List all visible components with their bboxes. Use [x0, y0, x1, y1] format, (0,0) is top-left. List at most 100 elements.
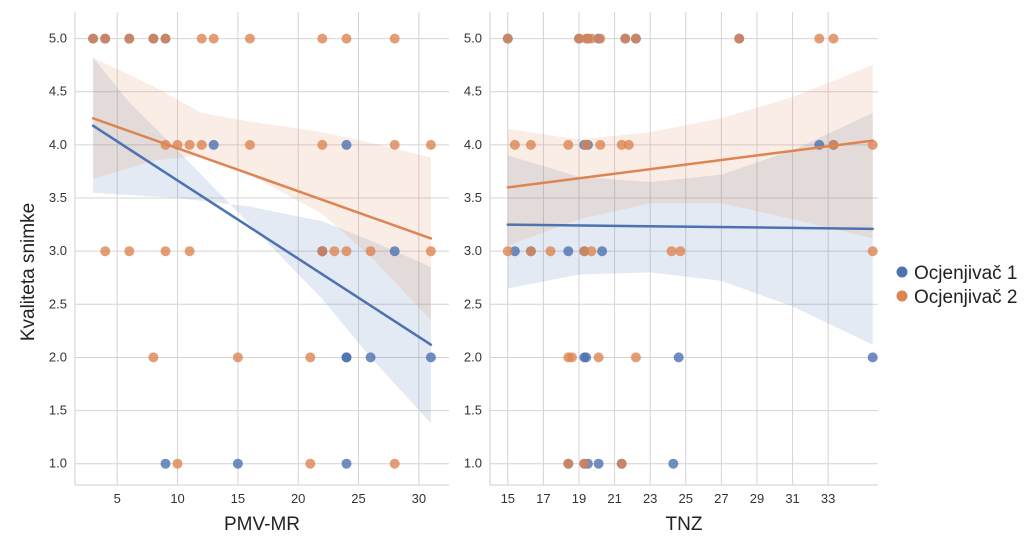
data-point	[365, 352, 376, 363]
data-point	[581, 139, 592, 150]
data-point	[305, 458, 316, 469]
x-tick-label: 23	[643, 491, 657, 506]
data-point	[425, 139, 436, 150]
data-point	[509, 246, 520, 257]
x-tick-label: 25	[351, 491, 365, 506]
data-point	[867, 246, 878, 257]
data-point	[196, 139, 207, 150]
data-point	[675, 246, 686, 257]
data-point	[100, 246, 111, 257]
data-point	[160, 246, 171, 257]
data-point	[595, 139, 606, 150]
data-point	[329, 246, 340, 257]
data-point	[525, 139, 536, 150]
regression-line-2	[91, 117, 433, 240]
data-point	[630, 33, 641, 44]
data-point	[734, 33, 745, 44]
data-point	[208, 139, 219, 150]
data-point	[563, 246, 574, 257]
y-tick-label: 3.5	[49, 190, 67, 205]
data-point	[341, 33, 352, 44]
series-points-2	[502, 33, 878, 469]
data-point	[566, 352, 577, 363]
x-tick-label: 21	[607, 491, 621, 506]
data-point	[828, 33, 839, 44]
data-point	[574, 33, 584, 44]
x-tick-label: 29	[750, 491, 764, 506]
x-tick-label: 33	[821, 491, 835, 506]
data-point	[668, 458, 679, 469]
data-point	[597, 246, 608, 257]
data-point	[579, 246, 590, 257]
grid-lines	[75, 12, 449, 485]
y-tick-label: 4.0	[464, 137, 482, 152]
data-point	[232, 458, 243, 469]
data-point	[124, 33, 135, 44]
y-tick-label: 1.0	[464, 456, 482, 471]
data-point	[196, 33, 207, 44]
data-point	[100, 33, 111, 44]
x-tick-label: 10	[170, 491, 184, 506]
regression-line-1	[506, 223, 874, 231]
data-point	[389, 246, 400, 257]
legend-label-ocjenjivac-1: Ocjenjivač 1	[914, 263, 1018, 284]
x-tick-label: 31	[785, 491, 799, 506]
x-tick-label: 20	[291, 491, 305, 506]
data-point	[525, 246, 536, 257]
data-point	[389, 33, 400, 44]
y-tick-label: 1.0	[49, 456, 67, 471]
data-point	[184, 246, 195, 257]
y-tick-label: 3.0	[49, 243, 67, 258]
confidence-band-2	[507, 65, 873, 246]
confidence-band-1	[507, 113, 873, 345]
x-tick-label: 27	[714, 491, 728, 506]
data-point	[160, 33, 171, 44]
data-point	[208, 33, 219, 44]
x-tick-label: 25	[679, 491, 693, 506]
data-point	[620, 33, 631, 44]
x-tick-label: 5	[114, 491, 121, 506]
legend-label-ocjenjivac-2: Ocjenjivač 2	[914, 287, 1018, 308]
x-tick-label: 17	[536, 491, 550, 506]
data-point	[425, 246, 436, 257]
data-point	[184, 139, 195, 150]
y-tick-label: 1.5	[49, 403, 67, 418]
data-point	[867, 139, 878, 150]
data-point	[586, 246, 597, 257]
y-tick-label: 2.5	[464, 296, 482, 311]
data-point	[509, 139, 520, 150]
data-point	[581, 352, 592, 363]
data-point	[305, 352, 316, 363]
y-tick-label: 4.5	[49, 84, 67, 99]
legend-marker-ocjenjivac-1	[896, 266, 908, 278]
data-point	[148, 33, 159, 44]
y-tick-label: 4.0	[49, 137, 67, 152]
x-tick-label: 15	[501, 491, 515, 506]
data-point	[502, 33, 513, 44]
confidence-band-2	[93, 57, 431, 321]
y-tick-label: 4.5	[464, 84, 482, 99]
data-point	[593, 352, 604, 363]
regression-line-1	[91, 124, 433, 346]
data-point	[595, 33, 606, 44]
data-point	[502, 246, 513, 257]
y-axis-label: Kvaliteta snimke	[18, 203, 39, 341]
right-scatter-panel: 15 17 19 21 23 25 27 29 31 33 1.0 1.5 2.0 2.5 3.0 3.5 4.…	[464, 12, 878, 535]
data-point	[317, 246, 328, 257]
data-point	[232, 352, 243, 363]
y-tick-label: 1.5	[464, 403, 482, 418]
y-tick-label: 5.0	[49, 31, 67, 46]
data-point	[579, 458, 590, 469]
x-tick-label: 30	[412, 491, 426, 506]
data-point	[616, 458, 627, 469]
y-tick-label: 3.5	[464, 190, 482, 205]
legend-marker-ocjenjivac-2	[896, 290, 908, 302]
confidence-band-1	[93, 57, 431, 424]
data-point	[160, 458, 171, 469]
data-point	[365, 246, 376, 257]
left-scatter-panel: 5 10 15 20 25 30 1.0 1.5 2.0 2.5 3.0 3.5 4.0 4.5 5.0 PM…	[49, 12, 449, 535]
data-point	[623, 139, 634, 150]
data-point	[341, 246, 352, 257]
data-point	[563, 139, 574, 150]
